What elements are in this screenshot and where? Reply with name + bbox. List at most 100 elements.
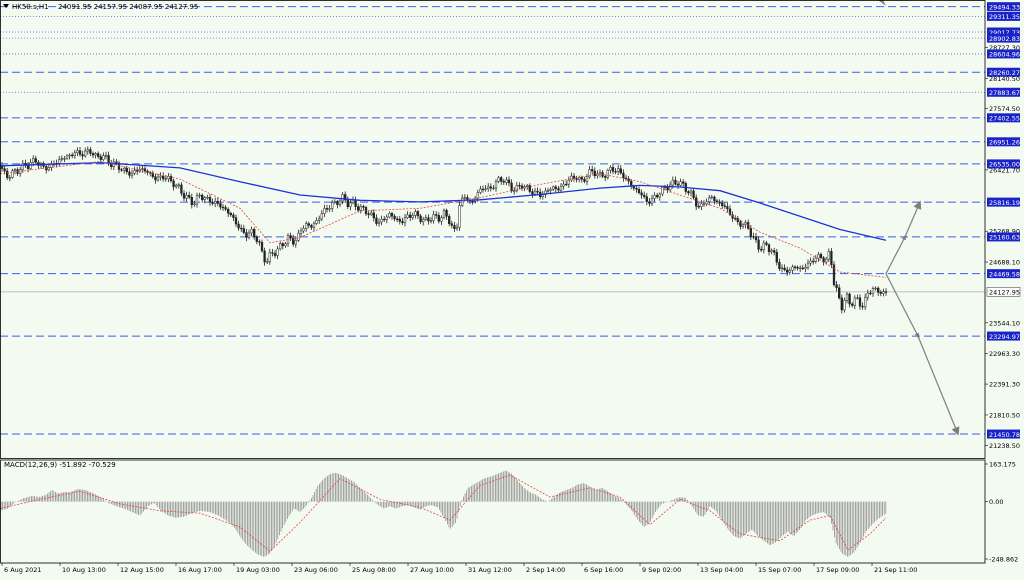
current-price-label: 24127.95	[989, 289, 1020, 297]
candle	[689, 188, 693, 197]
candle-body	[760, 249, 763, 251]
candle	[570, 172, 573, 182]
candle	[289, 232, 292, 242]
candle	[762, 240, 765, 254]
time-tick-label: 27 Aug 10:00	[410, 566, 454, 574]
candle	[856, 294, 859, 300]
candle	[611, 164, 615, 175]
candle	[559, 182, 563, 193]
level-price-tag	[987, 159, 1020, 169]
candle-body	[315, 219, 318, 224]
candle	[190, 193, 193, 209]
candle-body	[250, 229, 253, 234]
candle-body	[500, 177, 503, 182]
candle-body	[554, 186, 557, 189]
candle	[276, 245, 279, 260]
candle-body	[115, 161, 118, 164]
candle	[169, 173, 173, 183]
candle-body	[663, 186, 667, 189]
candle-body	[591, 169, 594, 172]
candle-body	[757, 239, 760, 250]
time-tick-label: 23 Aug 06:00	[294, 566, 338, 574]
candle-body	[99, 156, 102, 160]
price-tick-label: 27574.50	[989, 105, 1020, 113]
candle-body	[351, 199, 355, 204]
candle	[138, 165, 141, 173]
candle	[151, 170, 154, 179]
candle-body	[479, 188, 482, 193]
candle	[89, 146, 92, 157]
candle	[149, 170, 152, 177]
candle-body	[169, 176, 173, 182]
macd-tick-label: 163.175	[989, 461, 1016, 469]
candle-body	[674, 179, 677, 185]
candle-body	[175, 184, 178, 188]
candle-body	[827, 251, 830, 260]
candle-body	[323, 208, 326, 214]
candle-body	[754, 236, 758, 241]
candle	[479, 185, 482, 195]
candle-body	[775, 251, 778, 263]
candle	[143, 166, 147, 174]
candle-body	[770, 250, 773, 253]
candle	[851, 301, 854, 308]
candle	[224, 204, 227, 211]
candle-body	[593, 170, 596, 177]
candle-body	[835, 284, 838, 289]
candle	[513, 187, 516, 195]
candle	[843, 297, 846, 313]
candle	[788, 267, 791, 275]
candle	[749, 225, 752, 241]
candle-body	[622, 172, 625, 179]
candle-body	[411, 215, 414, 218]
candle	[648, 197, 651, 207]
candle	[403, 213, 407, 227]
candle-body	[266, 261, 269, 263]
candle	[721, 200, 724, 209]
candle	[845, 291, 849, 304]
candle-body	[107, 155, 110, 164]
candle-body	[606, 169, 609, 178]
candle	[819, 252, 823, 260]
candle-body	[765, 242, 768, 245]
candle	[663, 184, 667, 191]
candle-body	[793, 266, 797, 268]
candle-body	[637, 188, 641, 194]
candle	[419, 214, 422, 225]
price-levels	[0, 6, 985, 435]
candle-body	[432, 214, 435, 221]
candle-body	[292, 237, 295, 245]
price-tick-label: 22963.30	[989, 350, 1020, 358]
candle	[8, 174, 11, 182]
level-price-tag	[987, 27, 1020, 37]
candle-body	[689, 190, 693, 194]
candle	[232, 212, 235, 221]
candle-body	[671, 179, 674, 186]
level-price-tag	[987, 67, 1020, 77]
candle	[437, 212, 440, 224]
dropdown-triangle-icon[interactable]	[3, 4, 9, 8]
candle-body	[481, 188, 485, 191]
candle	[380, 215, 383, 226]
candle	[245, 228, 248, 242]
candle-body	[648, 201, 651, 204]
candle	[411, 212, 414, 220]
candle-body	[492, 187, 495, 190]
candle	[515, 181, 518, 193]
candle	[310, 223, 313, 230]
candle	[492, 185, 495, 191]
candle	[281, 241, 284, 250]
candle	[424, 214, 427, 221]
candle	[752, 232, 755, 240]
candle-body	[528, 185, 531, 192]
candle	[713, 195, 716, 205]
candle	[783, 264, 786, 272]
level-price-label: 28604.96	[989, 51, 1020, 59]
candle	[778, 258, 781, 271]
candle-body	[531, 191, 534, 195]
candle-body	[424, 217, 427, 220]
candle	[162, 172, 165, 182]
level-price-label: 28902.83	[989, 35, 1020, 43]
candle	[754, 232, 758, 244]
